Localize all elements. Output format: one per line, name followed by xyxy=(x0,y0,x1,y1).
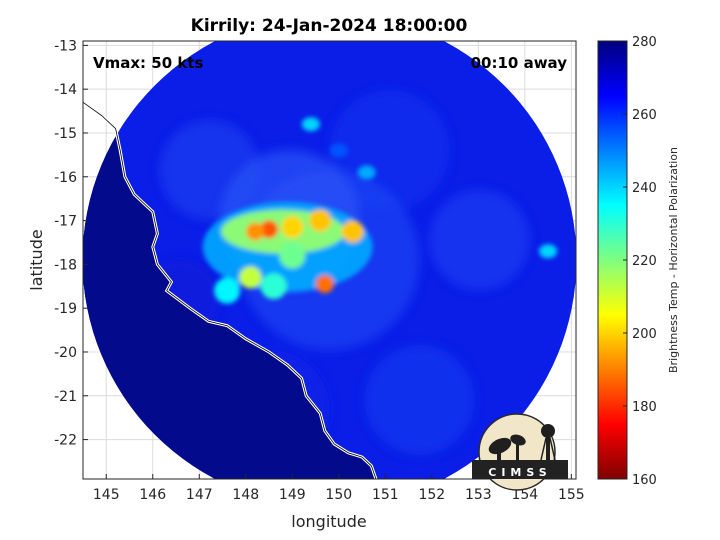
cold-core xyxy=(260,220,279,239)
chart-title: Kirrily: 24-Jan-2024 18:00:00 xyxy=(191,16,468,36)
warm-feature xyxy=(357,165,376,180)
colorbar-ticks: 280 260 240 220 200 180 160 xyxy=(623,35,657,488)
colorbar-tick-label: 160 xyxy=(632,473,657,488)
colorbar-tick-label: 220 xyxy=(632,254,657,269)
cold-core xyxy=(341,220,364,243)
warm-features xyxy=(301,117,558,259)
land-layer xyxy=(83,41,377,479)
axes-box xyxy=(82,40,577,480)
colorbar-tick-label: 180 xyxy=(632,400,657,415)
time-offset-annotation: 00:10 away xyxy=(471,54,568,72)
cold-cores xyxy=(202,201,373,304)
x-axis-label: longitude xyxy=(291,512,366,531)
cold-core xyxy=(239,266,262,289)
colorbar-tick-label: 280 xyxy=(632,35,657,50)
texture-blob xyxy=(364,345,475,455)
x-tick-label: 151 xyxy=(372,487,399,503)
x-tick-label: 150 xyxy=(325,487,352,503)
y-tick-label: -13 xyxy=(54,38,77,54)
cold-core xyxy=(214,277,241,304)
cimss-logo-text: CIMSS xyxy=(488,466,551,479)
y-tick-label: -18 xyxy=(54,257,77,273)
cold-core xyxy=(315,275,334,294)
cold-core xyxy=(281,216,304,239)
colorbar-tick-label: 200 xyxy=(632,327,657,342)
x-tick-label: 152 xyxy=(418,487,445,503)
y-tick-label: -19 xyxy=(54,301,77,317)
warm-feature xyxy=(329,143,348,158)
x-axis: 145 146 147 148 149 150 151 152 153 154 155 xyxy=(93,474,585,503)
warm-feature xyxy=(301,117,320,132)
x-tick-label: 148 xyxy=(232,487,259,503)
cold-core xyxy=(309,209,332,232)
colorbar xyxy=(597,40,628,480)
y-tick-label: -16 xyxy=(54,170,77,186)
warm-feature xyxy=(539,244,558,259)
cold-core xyxy=(279,242,306,269)
vmax-annotation: Vmax: 50 kts xyxy=(93,54,203,72)
cold-core xyxy=(246,222,265,241)
colorbar-label: Brightness Temp - Horizontal Polarizatio… xyxy=(667,147,680,373)
x-tick-label: 154 xyxy=(511,487,538,503)
heatmap xyxy=(83,41,576,479)
x-tick-label: 153 xyxy=(465,487,492,503)
y-axis: -13 -14 -15 -16 -17 -18 -19 -20 -21 -22 xyxy=(54,38,88,449)
x-tick-label: 155 xyxy=(558,487,585,503)
colorbar-tick-label: 260 xyxy=(632,108,657,123)
y-tick-label: -15 xyxy=(54,126,77,142)
y-axis-label: latitude xyxy=(27,229,46,290)
coastline-inner xyxy=(83,101,377,479)
y-tick-label: -14 xyxy=(54,82,77,98)
y-tick-label: -21 xyxy=(54,389,77,405)
x-tick-label: 146 xyxy=(139,487,166,503)
x-tick-label: 147 xyxy=(186,487,213,503)
x-tick-label: 149 xyxy=(279,487,306,503)
y-tick-label: -17 xyxy=(54,214,77,230)
cold-core xyxy=(260,273,287,300)
texture-blob xyxy=(429,190,530,290)
y-tick-label: -22 xyxy=(54,433,77,449)
y-tick-label: -20 xyxy=(54,345,77,361)
cimss-logo: CIMSS xyxy=(472,413,568,491)
land-region xyxy=(83,41,377,479)
x-tick-label: 145 xyxy=(93,487,120,503)
colorbar-tick-label: 240 xyxy=(632,181,657,196)
